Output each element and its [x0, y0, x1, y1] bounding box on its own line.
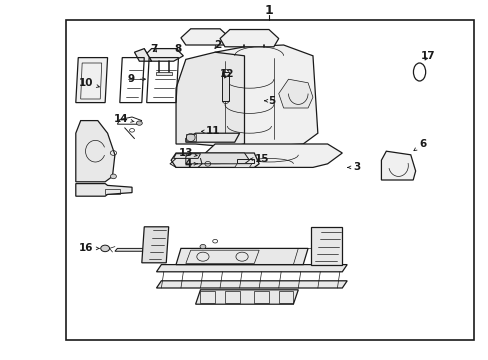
- Ellipse shape: [200, 244, 205, 249]
- Polygon shape: [171, 153, 259, 167]
- Polygon shape: [156, 265, 346, 272]
- Polygon shape: [156, 281, 346, 288]
- Text: 6: 6: [413, 139, 426, 151]
- Text: 16: 16: [78, 243, 99, 253]
- Text: 11: 11: [201, 126, 220, 136]
- Polygon shape: [76, 58, 107, 103]
- Text: 4: 4: [184, 159, 197, 169]
- Text: 17: 17: [420, 51, 434, 61]
- Text: 3: 3: [347, 162, 360, 172]
- Text: 13: 13: [178, 148, 197, 158]
- Polygon shape: [144, 49, 183, 61]
- Polygon shape: [181, 29, 229, 45]
- Polygon shape: [155, 72, 172, 75]
- Polygon shape: [185, 133, 239, 142]
- Text: 12: 12: [220, 69, 234, 79]
- Polygon shape: [205, 144, 342, 167]
- Polygon shape: [310, 227, 342, 265]
- Polygon shape: [115, 248, 159, 251]
- Text: 8: 8: [175, 44, 182, 54]
- Polygon shape: [134, 49, 151, 61]
- Polygon shape: [142, 227, 168, 263]
- Text: 9: 9: [127, 74, 145, 84]
- Polygon shape: [176, 52, 244, 146]
- Polygon shape: [195, 290, 298, 304]
- Polygon shape: [185, 134, 195, 141]
- Ellipse shape: [101, 245, 109, 252]
- Text: 5: 5: [264, 96, 274, 106]
- Polygon shape: [185, 153, 249, 164]
- Polygon shape: [76, 121, 115, 182]
- Text: 1: 1: [264, 4, 273, 17]
- Text: 7: 7: [150, 44, 158, 54]
- Polygon shape: [234, 164, 251, 167]
- Text: 15: 15: [250, 154, 268, 164]
- Text: 14: 14: [114, 114, 134, 124]
- Ellipse shape: [136, 121, 142, 125]
- Polygon shape: [381, 151, 415, 180]
- Polygon shape: [176, 248, 307, 265]
- Polygon shape: [220, 30, 278, 47]
- Polygon shape: [278, 79, 312, 108]
- Polygon shape: [205, 45, 317, 146]
- Text: 2: 2: [214, 40, 221, 50]
- Ellipse shape: [110, 174, 116, 179]
- Polygon shape: [222, 72, 228, 101]
- Text: 10: 10: [78, 78, 99, 88]
- Polygon shape: [76, 184, 132, 196]
